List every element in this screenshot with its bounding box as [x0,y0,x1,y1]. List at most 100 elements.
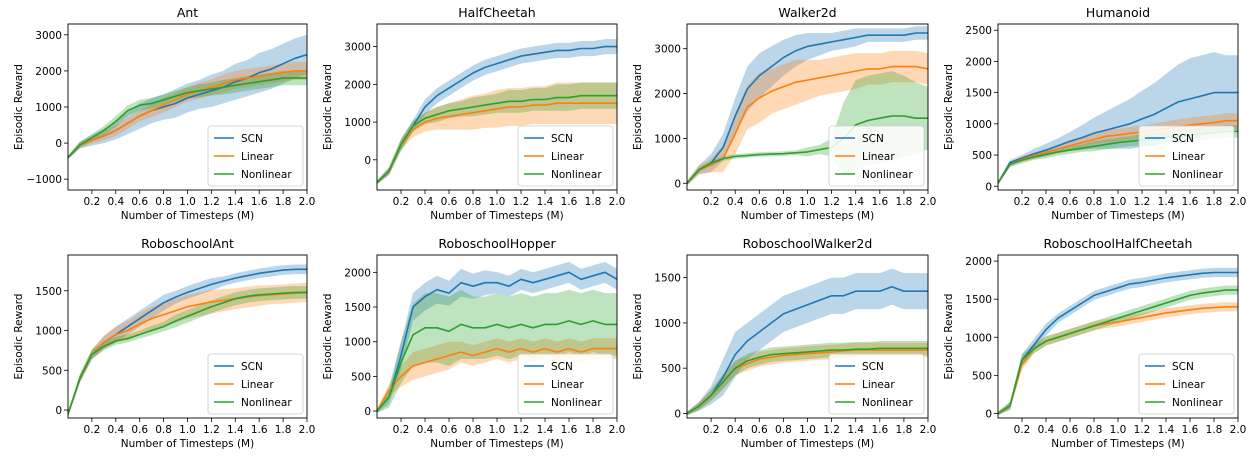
x-axis-label: Number of Timesteps (M) [741,210,874,222]
x-tick-label: 0.2 [84,196,101,208]
y-tick-label: 1500 [965,294,992,306]
band-linear [687,50,928,186]
band-linear [68,282,307,417]
line-linear [377,102,617,184]
x-axis-label: Number of Timesteps (M) [121,438,254,450]
x-tick-label: 0.6 [131,424,148,436]
y-tick-label: 500 [351,371,371,383]
x-tick-label: 0.8 [155,424,172,436]
y-tick-label: 0 [55,138,62,150]
legend-box [517,353,614,415]
y-tick-label: 1000 [654,318,681,330]
subplot-2: 0.2 0.4 0.6 0.8 1.0 1.2 1.4 1.6 1.8 2.0 0 1000 2000 3… [322,5,625,222]
legend: SCN Linear Nonlinear [517,125,614,187]
band-scn [687,268,928,416]
x-tick-label: 0.8 [775,424,792,436]
x-tick-label: 0.8 [775,196,792,208]
legend: SCN Linear Nonlinear [1138,353,1235,415]
y-tick-label: 0 [985,181,992,193]
band-nonlinear [377,82,617,185]
subplot-1: 0.2 0.4 0.6 0.8 1.0 1.2 1.4 1.6 1.8 2.0 −1000 0 1000… [13,5,315,222]
y-axis-label: Episodic Reward [632,64,644,150]
x-tick-label: 0.6 [1062,196,1079,208]
x-tick-label: 1.2 [513,424,530,436]
x-axis-label: Number of Timesteps (M) [430,210,563,222]
x-tick-label: 0.4 [1038,196,1055,208]
legend-label-nonlinear: Nonlinear [551,397,602,409]
legend-label-scn: SCN [862,361,884,373]
chart-title: Humanoid [1086,5,1150,20]
x-tick-label: 0.4 [417,196,434,208]
x-tick-label: 1.6 [251,424,268,436]
x-tick-label: 0.2 [393,196,410,208]
x-tick-label: 0.8 [1086,424,1103,436]
line-nonlinear [998,289,1238,415]
x-tick-label: 0.6 [1062,424,1079,436]
y-tick-label: 1000 [965,119,992,131]
y-tick-label: 1000 [965,332,992,344]
x-tick-label: 1.8 [585,424,602,436]
x-tick-label: 1.4 [537,424,554,436]
x-axis-label: Number of Timesteps (M) [121,210,254,222]
y-tick-label: 500 [972,370,992,382]
chart-title: Ant [177,5,198,20]
legend-box [207,125,304,187]
line-linear [377,347,617,412]
x-tick-label: 1.8 [275,424,292,436]
y-tick-label: 3000 [344,42,371,54]
y-tick-label: 2000 [344,267,371,279]
chart-title: RoboschoolWalker2d [743,236,873,251]
y-tick-label: 3000 [35,30,62,42]
legend-label-linear: Linear [1172,379,1205,391]
y-tick-label: 0 [55,405,62,417]
legend-label-nonlinear: Nonlinear [862,169,913,181]
legend-label-linear: Linear [241,379,274,391]
x-tick-label: 0.4 [727,424,744,436]
y-tick-label: 2000 [965,256,992,268]
y-axis-label: Episodic Reward [13,294,25,380]
line-scn [687,285,928,415]
legend-label-nonlinear: Nonlinear [862,397,913,409]
band-nonlinear [68,286,307,417]
line-linear [998,119,1238,184]
band-scn [68,34,307,160]
x-tick-label: 1.8 [896,424,913,436]
y-tick-label: 500 [42,365,62,377]
x-tick-label: 1.8 [1206,424,1223,436]
y-tick-label: 2500 [965,25,992,37]
x-tick-label: 2.0 [1230,196,1247,208]
x-tick-label: 2.0 [299,196,316,208]
y-tick-label: 2000 [35,66,62,78]
band-linear [68,61,307,160]
x-tick-label: 1.0 [489,424,506,436]
legend-label-scn: SCN [1172,361,1194,373]
chart-title: RoboschoolHalfCheetah [1044,236,1193,251]
band-linear [377,82,617,185]
x-tick-label: 1.4 [227,424,244,436]
legend: SCN Linear Nonlinear [517,353,614,415]
y-tick-label: 2000 [654,89,681,101]
line-nonlinear [377,320,617,412]
x-tick-label: 1.8 [585,196,602,208]
subplot-5: 0.2 0.4 0.6 0.8 1.0 1.2 1.4 1.6 1.8 2.0 0 500 1000 15… [13,236,315,450]
legend: SCN Linear Nonlinear [207,353,304,415]
y-axis-label: Episodic Reward [13,64,25,150]
x-tick-label: 1.6 [251,196,268,208]
x-axis-label: Number of Timesteps (M) [1051,210,1184,222]
x-tick-label: 1.2 [1134,196,1151,208]
legend-label-scn: SCN [1172,133,1194,145]
legend: SCN Linear Nonlinear [1138,125,1235,187]
band-scn [377,39,617,185]
legend-box [1138,125,1235,187]
y-tick-label: 1000 [344,337,371,349]
x-tick-label: 0.4 [107,424,124,436]
legend-label-linear: Linear [241,151,274,163]
legend-label-scn: SCN [241,361,263,373]
y-tick-label: 1500 [35,286,62,298]
y-tick-label: 3000 [654,44,681,56]
x-tick-label: 1.0 [799,196,816,208]
x-tick-label: 1.0 [489,196,506,208]
line-nonlinear [68,77,307,159]
x-tick-label: 1.0 [1110,424,1127,436]
